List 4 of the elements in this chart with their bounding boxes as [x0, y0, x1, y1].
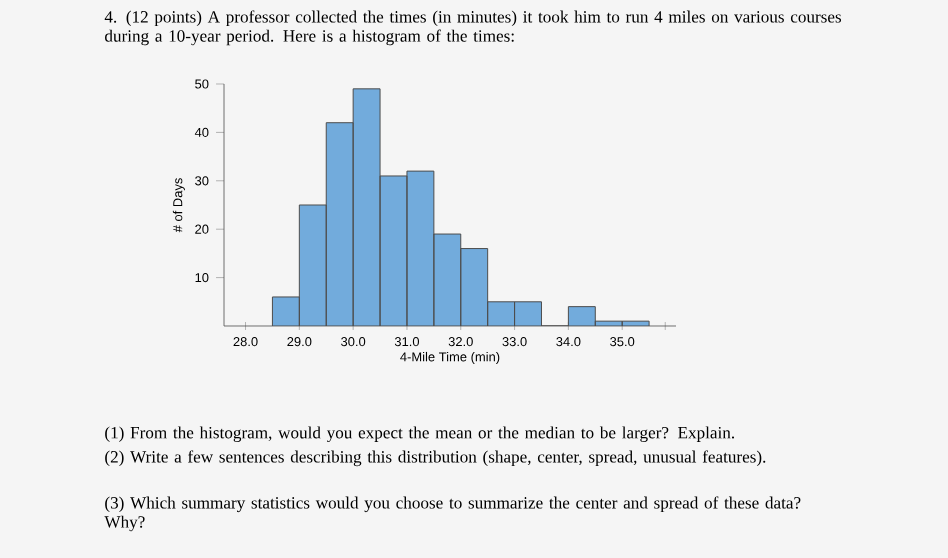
text: (1) From the histogram, would you expect the mean or the median to be larger? Explain. — [105, 426, 735, 442]
text: (2) Write a few sentences describing this distribution (shape, center, spread, unusual features). — [105, 450, 766, 467]
chart-title: 4. (12 points) A professor collected the times (in minutes) it took him to run 4 miles on various courses during a 10-year period. Here is a histogram of the times: — [104, 10, 842, 46]
text: (3) Which summary statistics would you choose to summarize the center and spread of these data? Why? — [104, 496, 801, 532]
